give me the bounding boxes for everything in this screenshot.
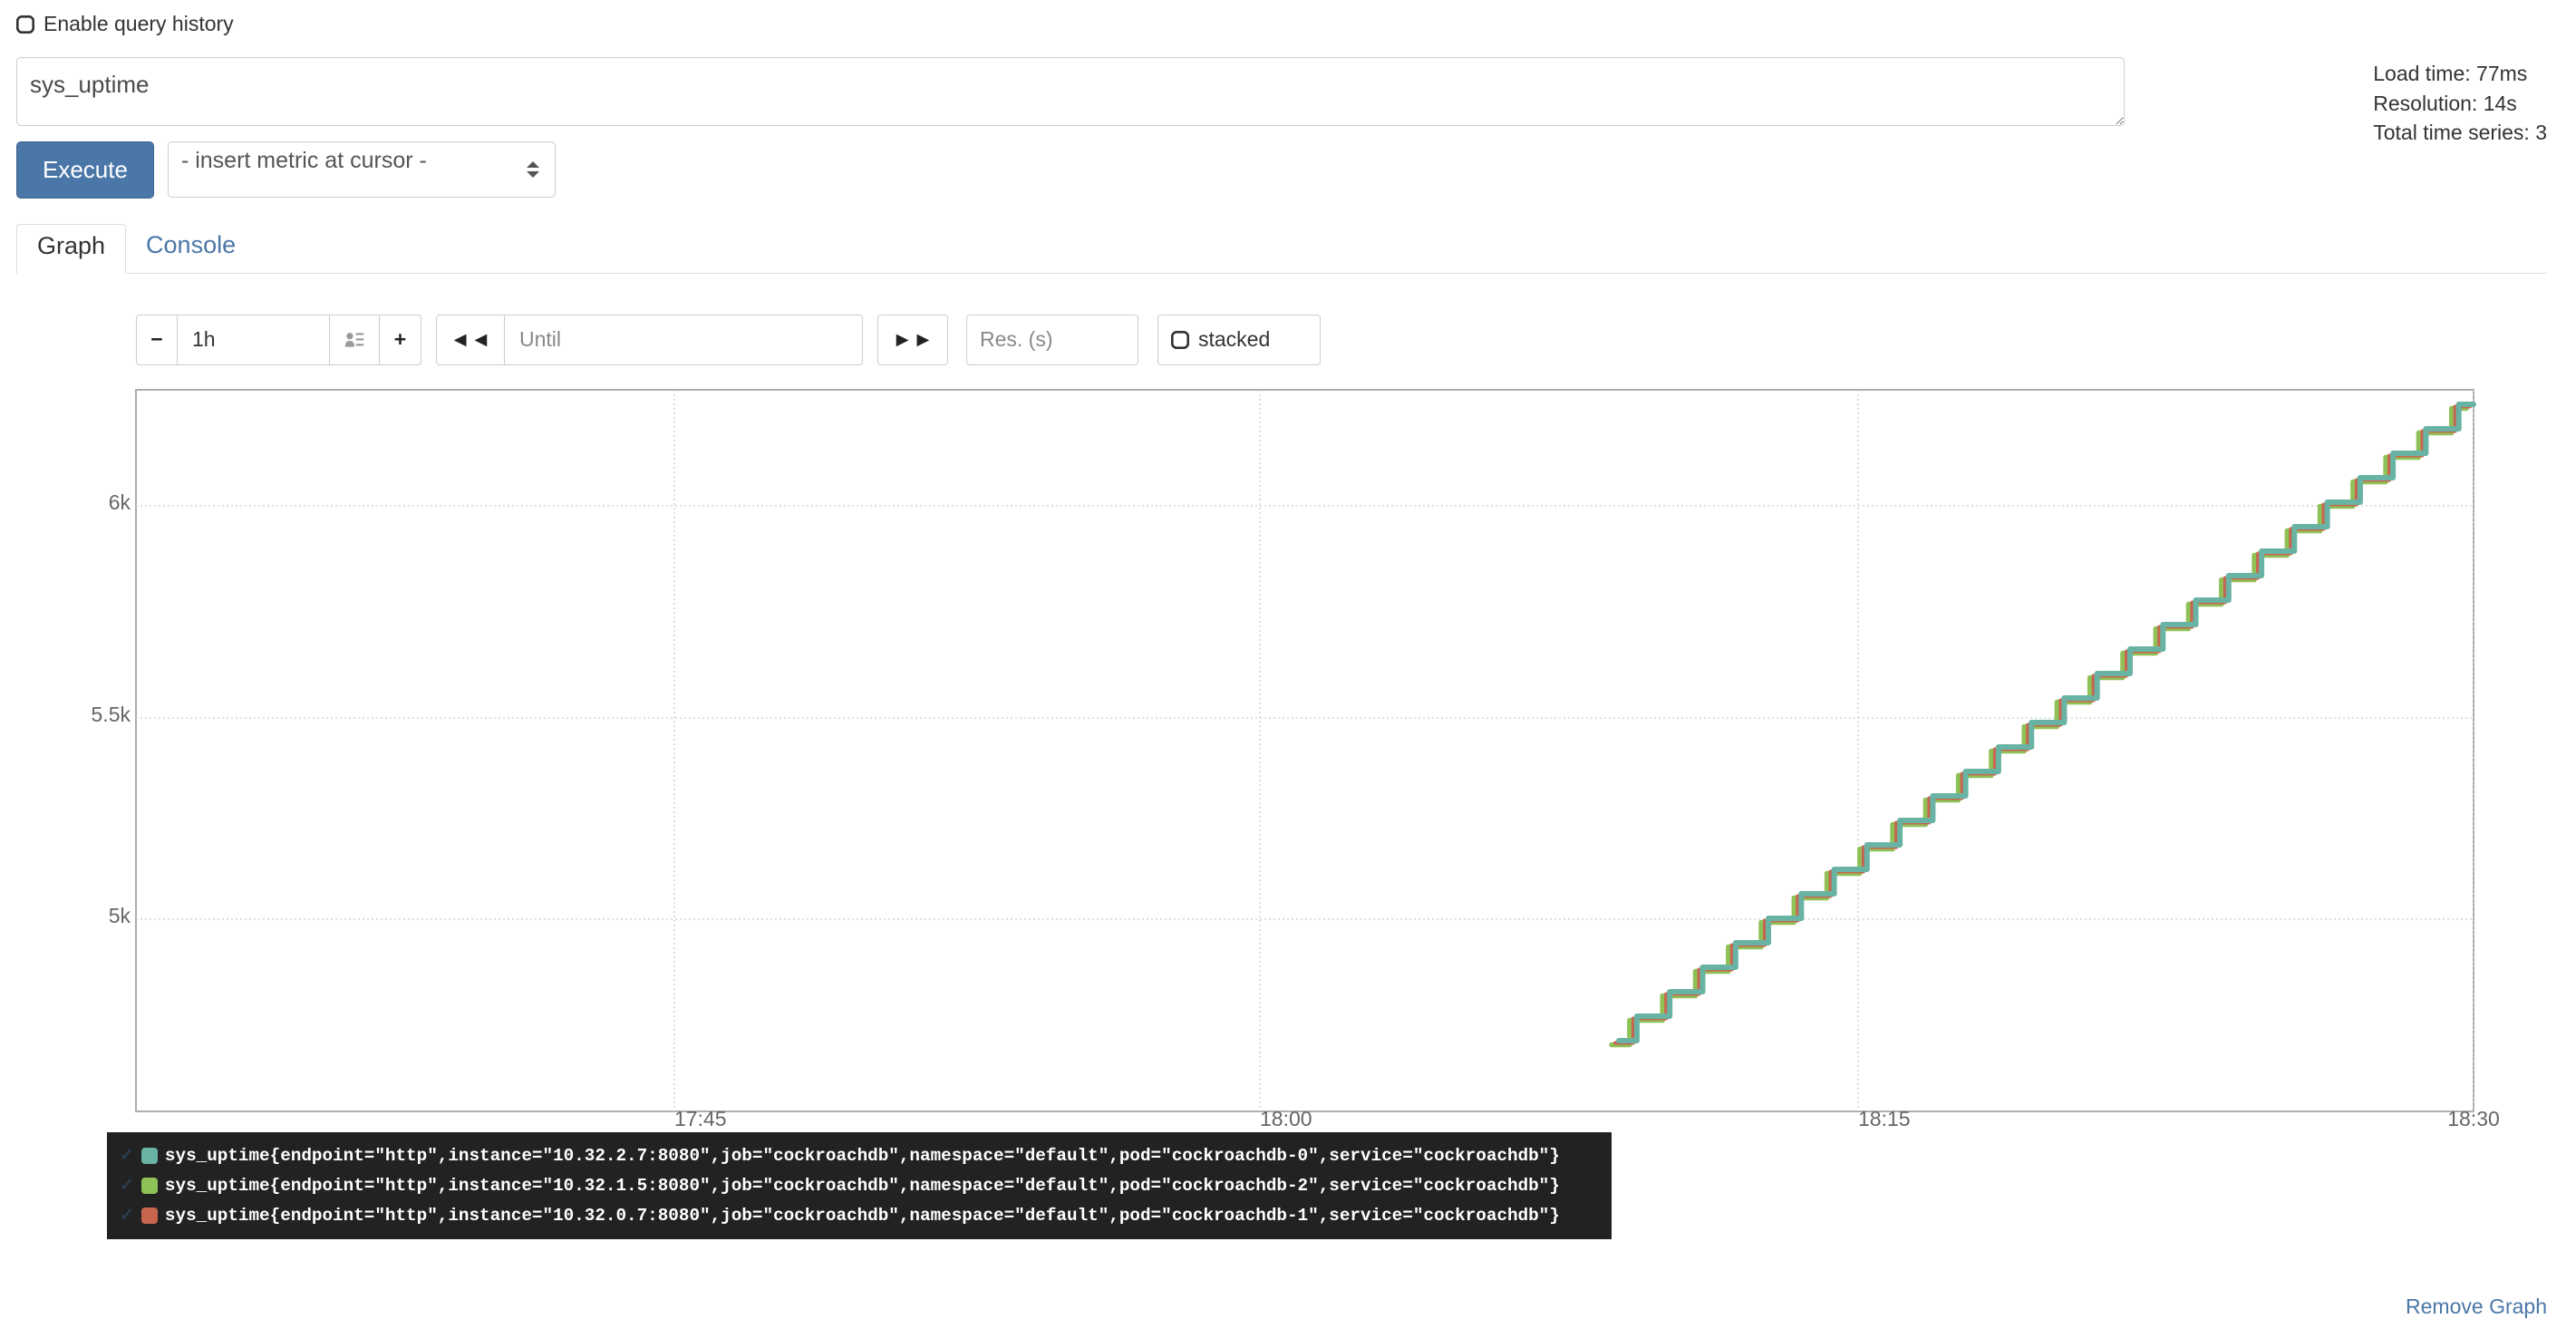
svg-text:5k: 5k	[109, 904, 131, 927]
svg-text:6k: 6k	[109, 490, 131, 514]
svg-text:18:00: 18:00	[1260, 1107, 1312, 1130]
svg-text:5.5k: 5.5k	[92, 703, 131, 726]
svg-text:18:15: 18:15	[1858, 1107, 1911, 1130]
svg-text:18:30: 18:30	[2447, 1107, 2500, 1130]
svg-text:17:45: 17:45	[674, 1107, 727, 1130]
